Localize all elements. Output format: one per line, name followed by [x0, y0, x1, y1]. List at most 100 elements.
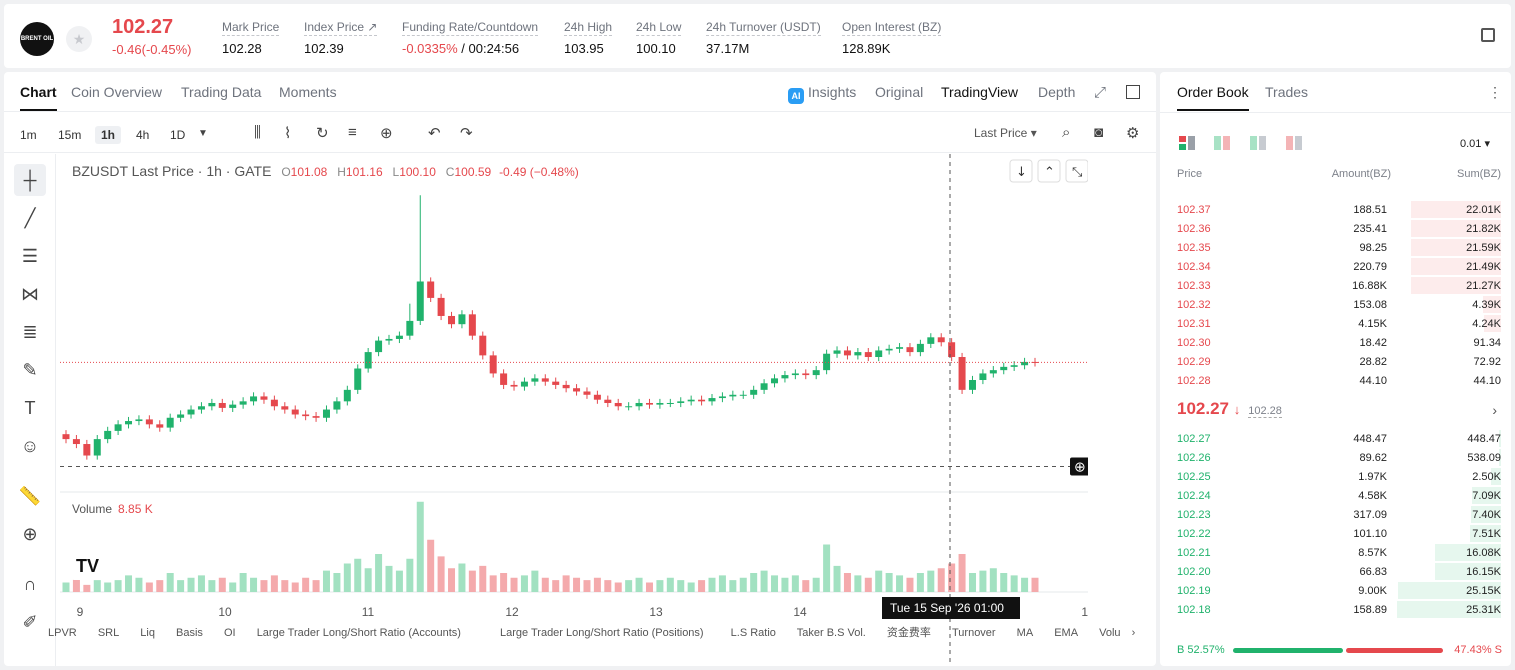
tab-moments[interactable]: Moments: [279, 84, 337, 100]
view-bids-icon[interactable]: [1250, 136, 1266, 150]
chevron-right-icon[interactable]: ›: [1492, 402, 1497, 418]
tab-order-book[interactable]: Order Book: [1177, 84, 1249, 111]
tab-chart[interactable]: Chart: [20, 84, 57, 111]
refresh-icon[interactable]: ↻: [316, 125, 329, 142]
settings-icon[interactable]: ⚙: [1126, 125, 1140, 142]
asks-row[interactable]: 102.37 188.51 22.01K: [1160, 200, 1511, 219]
text-tool-icon[interactable]: T: [24, 397, 36, 418]
view-tradingview[interactable]: TradingView: [941, 84, 1019, 100]
ruler-tool-icon[interactable]: 📏: [18, 485, 42, 506]
indicators-icon[interactable]: ⌇: [284, 125, 292, 142]
zoom-tool-icon[interactable]: ⊕: [22, 523, 38, 544]
tab-trades[interactable]: Trades: [1265, 84, 1309, 100]
indicator-ls-accounts[interactable]: Large Trader Long/Short Ratio (Accounts): [256, 627, 461, 639]
indicator-ema[interactable]: EMA: [1054, 627, 1079, 639]
bids-row[interactable]: 102.22 101.10 7.51K: [1160, 524, 1511, 543]
mid-price[interactable]: 102.27 ↓ 102.28: [1177, 399, 1282, 418]
asks-row[interactable]: 102.30 18.42 91.34: [1160, 333, 1511, 352]
crosshair-tool-icon[interactable]: ┼: [14, 164, 46, 196]
insights-button[interactable]: AI Insights: [788, 84, 856, 104]
volume-bar: [197, 575, 205, 592]
header-sum: Sum(BZ): [1457, 168, 1501, 180]
brush-tool-icon[interactable]: ✎: [22, 359, 38, 380]
view-layout2-icon[interactable]: [1214, 136, 1230, 150]
bids-row[interactable]: 102.24 4.58K 7.09K: [1160, 486, 1511, 505]
expand-icon[interactable]: ⤢: [1094, 84, 1107, 101]
undo-icon[interactable]: ↶: [428, 125, 441, 142]
asks-row[interactable]: 102.31 4.15K 4.24K: [1160, 314, 1511, 333]
bids-row[interactable]: 102.25 1.97K 2.50K: [1160, 467, 1511, 486]
tab-trading-data[interactable]: Trading Data: [181, 84, 262, 100]
scroll-down-button[interactable]: [1009, 159, 1033, 183]
book-icon[interactable]: [1481, 28, 1495, 42]
asks-row[interactable]: 102.36 235.41 21.82K: [1160, 219, 1511, 238]
search-icon[interactable]: ⌕: [1062, 124, 1071, 141]
indicator-turnover[interactable]: Turnover: [951, 627, 996, 639]
indicator-basis[interactable]: Basis: [176, 627, 203, 639]
bids-row[interactable]: 102.19 9.00K 25.15K: [1160, 581, 1511, 600]
stat-index-price[interactable]: Index Price ↗ 102.39: [304, 20, 378, 56]
bids-row[interactable]: 102.21 8.57K 16.08K: [1160, 543, 1511, 562]
asks-row[interactable]: 102.32 153.08 4.39K: [1160, 295, 1511, 314]
fit-button[interactable]: [1065, 159, 1088, 183]
candle-body: [625, 406, 633, 408]
asks-row[interactable]: 102.35 98.25 21.59K: [1160, 238, 1511, 257]
emoji-tool-icon[interactable]: ☺: [20, 435, 40, 456]
amount-cell: 66.83: [1359, 566, 1387, 578]
indicator-bar: LPVR SRL Liq Basis OI Large Trader Long/…: [48, 624, 1153, 640]
more-icon[interactable]: ⋮: [1488, 84, 1502, 100]
interval-dropdown-icon[interactable]: ▼: [198, 128, 208, 139]
tab-coin-overview[interactable]: Coin Overview: [71, 84, 163, 100]
window-icon[interactable]: [1126, 85, 1140, 99]
indicator-volume[interactable]: Volu: [1099, 627, 1121, 639]
interval-1d[interactable]: 1D: [170, 128, 186, 142]
view-original[interactable]: Original: [875, 84, 924, 100]
asks-row[interactable]: 102.28 44.10 44.10: [1160, 371, 1511, 390]
templates-icon[interactable]: ≡: [348, 124, 357, 141]
interval-1h[interactable]: 1h: [95, 126, 122, 144]
indicator-taker-vol[interactable]: Taker B.S Vol.: [796, 627, 866, 639]
candle-type-icon[interactable]: ⫼: [254, 124, 261, 141]
precision-select[interactable]: 0.01 ▾: [1460, 138, 1490, 150]
redo-icon[interactable]: ↷: [460, 125, 473, 142]
bids-row[interactable]: 102.23 317.09 7.40K: [1160, 505, 1511, 524]
interval-1m[interactable]: 1m: [20, 128, 37, 142]
camera-icon[interactable]: ◙: [1094, 124, 1104, 141]
stat-mark-price[interactable]: Mark Price 102.28: [222, 20, 280, 56]
view-both-icon[interactable]: [1179, 136, 1195, 150]
favorite-star-icon[interactable]: ★: [66, 26, 92, 52]
bids-row[interactable]: 102.18 158.89 25.31K: [1160, 600, 1511, 619]
interval-4h[interactable]: 4h: [136, 128, 150, 142]
interval-15m[interactable]: 15m: [58, 128, 82, 142]
price-source-select[interactable]: Last Price ▾: [974, 126, 1037, 140]
collapse-button[interactable]: [1037, 159, 1061, 183]
bids-row[interactable]: 102.26 89.62 538.09: [1160, 448, 1511, 467]
indicator-ls-ratio[interactable]: L.S Ratio: [730, 627, 776, 639]
indicator-lpvr[interactable]: LPVR: [48, 627, 77, 639]
indicator-oi[interactable]: OI: [224, 627, 236, 639]
indicator-ls-positions[interactable]: Large Trader Long/Short Ratio (Positions…: [499, 627, 704, 639]
trendline-tool-icon[interactable]: ╱: [24, 207, 36, 228]
candle-body: [614, 402, 622, 407]
stat-funding-rate[interactable]: Funding Rate/Countdown -0.0335% / 00:24:…: [402, 20, 539, 56]
candle-body: [437, 297, 445, 316]
bids-row[interactable]: 102.27 448.47 448.47: [1160, 429, 1511, 448]
pencil-lock-icon[interactable]: ✐: [22, 611, 38, 632]
asks-row[interactable]: 102.34 220.79 21.49K: [1160, 257, 1511, 276]
add-indicator-icon[interactable]: ⊕: [380, 125, 393, 142]
indicator-srl[interactable]: SRL: [97, 627, 120, 639]
indicator-liq[interactable]: Liq: [140, 627, 155, 639]
bids-row[interactable]: 102.20 66.83 16.15K: [1160, 562, 1511, 581]
fib-tool-icon[interactable]: ≣: [22, 321, 38, 342]
horizontal-lines-tool-icon[interactable]: ☰: [21, 245, 39, 266]
view-asks-icon[interactable]: [1286, 136, 1302, 150]
view-depth[interactable]: Depth: [1038, 84, 1076, 100]
pattern-tool-icon[interactable]: ⋈: [21, 283, 39, 304]
indicator-funding[interactable]: 资金费率: [886, 627, 931, 639]
indicator-ma[interactable]: MA: [1016, 627, 1034, 639]
magnet-tool-icon[interactable]: ∩: [23, 573, 37, 594]
candlestick-chart[interactable]: 114.00112.00110.00108.00106.00104.00100.…: [60, 154, 1088, 666]
chevron-right-icon[interactable]: ›: [1131, 627, 1136, 639]
asks-row[interactable]: 102.33 16.88K 21.27K: [1160, 276, 1511, 295]
asks-row[interactable]: 102.29 28.82 72.92: [1160, 352, 1511, 371]
